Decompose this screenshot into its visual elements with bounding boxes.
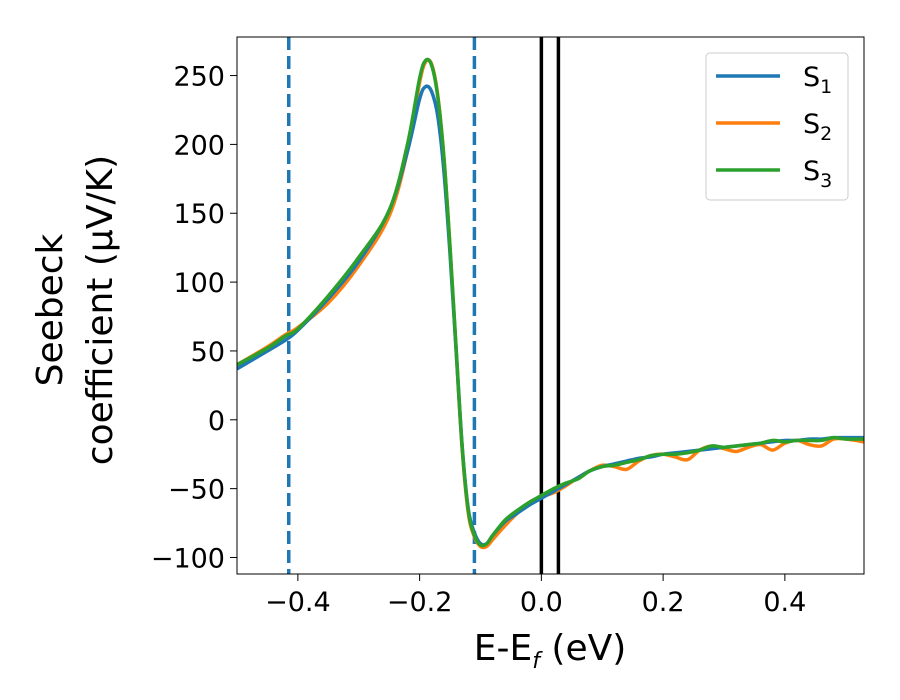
x-axis-label-unit: (eV) xyxy=(540,628,626,669)
y-axis-label-line2: coefficient (μV/K) xyxy=(80,155,121,465)
legend-box xyxy=(705,52,849,201)
x-tick-label: −0.4 xyxy=(265,587,331,618)
x-axis-ticks: −0.4 −0.2 0.0 0.2 0.4 xyxy=(265,574,806,618)
y-tick-label: −100 xyxy=(151,543,225,574)
plot-frame xyxy=(236,36,865,575)
legend-label-s1: S1 xyxy=(803,62,832,98)
y-tick-label: 200 xyxy=(173,130,225,161)
series-line-s3 xyxy=(237,57,864,548)
x-axis-label-main: E-E xyxy=(474,628,532,669)
legend-label-s3: S3 xyxy=(803,156,832,192)
series-lines xyxy=(237,57,864,550)
legend-items: S1 S2 S3 xyxy=(716,62,832,192)
y-tick-label: 150 xyxy=(173,199,225,230)
x-tick-label: 0.2 xyxy=(642,587,685,618)
y-axis-ticks: −100 −50 0 50 100 150 200 250 xyxy=(151,62,237,574)
x-axis-label: E-Ef (eV) xyxy=(474,628,627,674)
legend: S1 S2 S3 xyxy=(705,52,849,201)
x-axis-label-sub: f xyxy=(532,649,543,674)
y-tick-label: 50 xyxy=(191,337,225,368)
y-tick-label: 0 xyxy=(208,406,225,437)
y-axis-label-line1: Seebeck xyxy=(30,233,71,386)
y-tick-label: 250 xyxy=(173,62,225,93)
y-tick-label: 100 xyxy=(173,268,225,299)
x-tick-label: 0.0 xyxy=(520,587,563,618)
x-tick-label: 0.4 xyxy=(763,587,806,618)
legend-label-s2: S2 xyxy=(803,109,832,145)
y-tick-label: −50 xyxy=(168,475,225,506)
x-tick-label: −0.2 xyxy=(387,587,453,618)
